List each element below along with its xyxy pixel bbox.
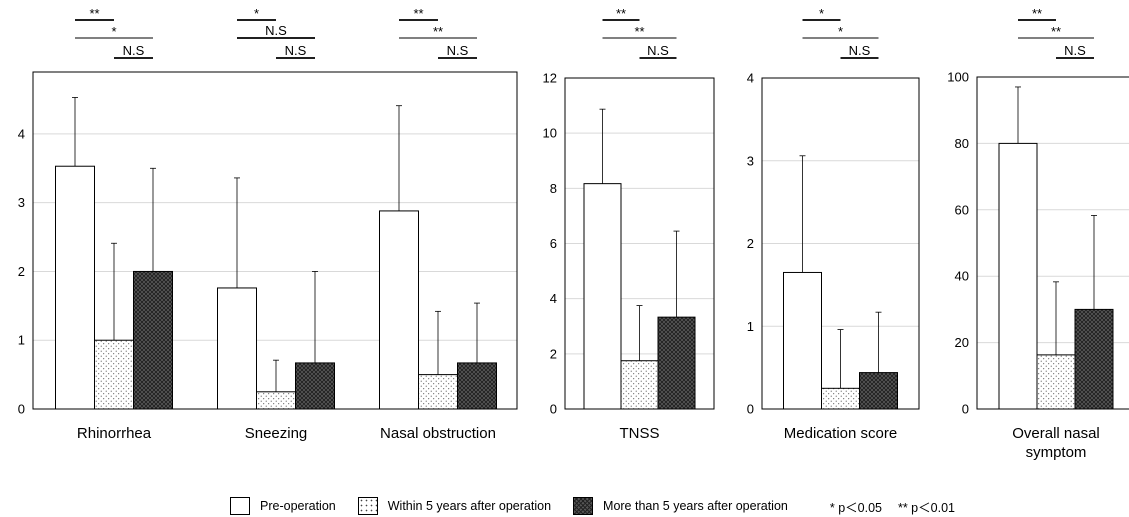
panel-2-ytick-label: 10 xyxy=(543,126,557,141)
legend-swatch-more-than-5-years xyxy=(573,497,594,515)
bar-sneezing-pre-operation xyxy=(217,287,257,410)
panel-2-ytick-label: 0 xyxy=(550,402,557,417)
bar-overall-nasal-symptom-pre-operation xyxy=(998,142,1038,410)
category-label-tnss: TNSS xyxy=(619,425,659,442)
significance-label-medication-score-0: * xyxy=(819,6,824,21)
panel-2-ytick-label: 12 xyxy=(543,71,557,86)
significance-label-tnss-0: ** xyxy=(616,6,626,21)
bar-tnss-more-than-5-years-after-operation xyxy=(657,316,696,410)
panel-2-ytick-label: 2 xyxy=(550,346,557,361)
bar-tnss-within-5-years-after-operation xyxy=(620,360,659,410)
panel-4-ytick-label: 60 xyxy=(955,202,969,217)
legend-swatch-pre-operation xyxy=(230,497,250,515)
panel-4-ytick-label: 20 xyxy=(955,335,969,350)
significance-label-medication-score-1: * xyxy=(838,24,843,39)
bar-sneezing-more-than-5-years-after-operation xyxy=(295,362,335,410)
panel-4-ytick-label: 0 xyxy=(962,402,969,417)
panel-1-ytick-label: 4 xyxy=(18,126,25,141)
bar-nasal-obstruction-more-than-5-years-after-operation xyxy=(457,362,497,410)
significance-label-overall-nasal-symptom-2: N.S xyxy=(1064,43,1086,58)
panel-4-ytick-label: 40 xyxy=(955,269,969,284)
significance-label-rhinorrhea-2: N.S xyxy=(123,43,145,58)
bar-medication-score-more-than-5-years-after-operation xyxy=(859,372,898,410)
bar-rhinorrhea-more-than-5-years-after-operation xyxy=(133,270,173,410)
significance-label-sneezing-2: N.S xyxy=(285,43,307,58)
panel-2-plot-frame xyxy=(564,77,715,410)
legend-label-within-5-years: Within 5 years after operation xyxy=(387,499,552,513)
legend-note-p005: * p＜0.05 xyxy=(829,500,882,515)
panel-3-ytick-label: 4 xyxy=(747,71,754,86)
panel-1-plot-frame xyxy=(32,71,518,410)
panel-3-ytick-label: 3 xyxy=(747,153,754,168)
significance-label-overall-nasal-symptom-1: ** xyxy=(1051,24,1061,39)
bar-nasal-obstruction-within-5-years-after-operation xyxy=(418,374,458,410)
panel-4-plot-frame xyxy=(976,76,1129,410)
category-label-rhinorrhea: Rhinorrhea xyxy=(77,425,152,442)
bar-medication-score-pre-operation xyxy=(783,271,822,410)
panel-2-ytick-label: 6 xyxy=(550,236,557,251)
panel-1-ytick-label: 0 xyxy=(18,402,25,417)
panel-3-plot-frame xyxy=(761,77,920,410)
significance-label-nasal-obstruction-1: ** xyxy=(433,24,443,39)
panel-2-ytick-label: 4 xyxy=(550,291,557,306)
legend-note-p001: ** p＜0.01 xyxy=(897,500,955,515)
legend-label-more-than-5-years: More than 5 years after operation xyxy=(603,499,788,513)
panel-3-ytick-label: 0 xyxy=(747,402,754,417)
bar-sneezing-within-5-years-after-operation xyxy=(256,391,296,410)
bar-medication-score-within-5-years-after-operation xyxy=(821,387,860,410)
significance-label-nasal-obstruction-0: ** xyxy=(413,6,423,21)
bar-overall-nasal-symptom-more-than-5-years-after-operation xyxy=(1074,308,1114,410)
panel-2-ytick-label: 8 xyxy=(550,181,557,196)
legend-item-more-than-5-years: More than 5 years after operation xyxy=(573,497,810,515)
category-label-overall-nasal-symptom: Overall nasal symptom xyxy=(1012,425,1100,461)
panel-4-ytick-label: 80 xyxy=(955,136,969,151)
significance-label-sneezing-0: * xyxy=(254,6,259,21)
panel-1-ytick-label: 1 xyxy=(18,333,25,348)
bar-nasal-obstruction-pre-operation xyxy=(379,210,419,410)
bar-tnss-pre-operation xyxy=(583,183,622,410)
significance-label-sneezing-1: N.S xyxy=(265,23,287,38)
category-label-medication-score: Medication score xyxy=(784,425,897,442)
bar-rhinorrhea-pre-operation xyxy=(55,165,95,410)
bar-overall-nasal-symptom-within-5-years-after-operation xyxy=(1036,354,1076,410)
significance-label-medication-score-2: N.S xyxy=(849,43,871,58)
significance-label-tnss-2: N.S xyxy=(647,43,669,58)
legend-item-within-5-years: Within 5 years after operation xyxy=(357,497,573,515)
panel-3-ytick-label: 2 xyxy=(747,236,754,251)
category-label-sneezing: Sneezing xyxy=(245,425,308,442)
significance-label-overall-nasal-symptom-0: ** xyxy=(1032,6,1042,21)
significance-label-tnss-1: ** xyxy=(634,24,644,39)
panel-3-ytick-label: 1 xyxy=(747,319,754,334)
panel-4-ytick-label: 100 xyxy=(947,70,969,85)
bar-rhinorrhea-within-5-years-after-operation xyxy=(94,339,134,410)
legend-label-pre-operation: Pre-operation xyxy=(260,499,336,513)
significance-label-nasal-obstruction-2: N.S xyxy=(447,43,469,58)
significance-label-rhinorrhea-1: * xyxy=(111,24,116,39)
significance-label-rhinorrhea-0: ** xyxy=(89,6,99,21)
panel-1-ytick-label: 2 xyxy=(18,264,25,279)
legend-item-pre-operation: Pre-operation xyxy=(230,497,358,515)
legend-swatch-within-5-years xyxy=(357,497,378,515)
category-label-nasal-obstruction: Nasal obstruction xyxy=(380,425,496,442)
panel-1-ytick-label: 3 xyxy=(18,195,25,210)
legend: Pre-operation Within 5 years after opera… xyxy=(230,496,955,516)
